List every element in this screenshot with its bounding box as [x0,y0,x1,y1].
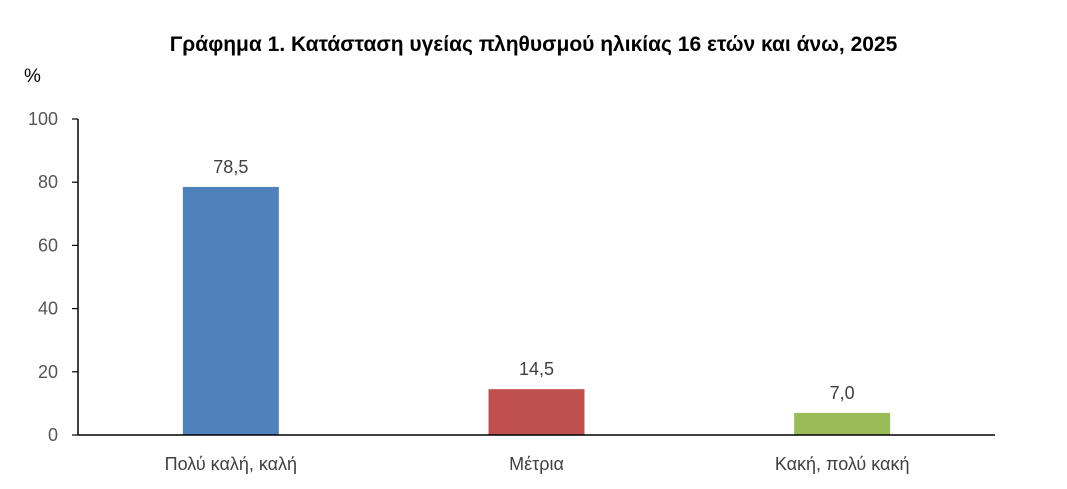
y-tick-label: 0 [48,425,58,445]
data-label: 7,0 [830,383,855,403]
bars [182,186,891,435]
data-labels: 78,5 14,5 7,0 [213,157,854,403]
y-tick-label: 60 [38,235,58,255]
bar [794,412,891,435]
x-category-label: Μέτρια [509,454,564,474]
chart-title: Γράφημα 1. Κατάσταση υγείας πληθυσμού ηλ… [169,33,898,56]
x-category-label: Πολύ καλή, καλή [165,454,297,474]
y-tick-label: 40 [38,299,58,319]
data-label: 14,5 [519,359,554,379]
data-label: 78,5 [213,157,248,177]
y-tick-label: 100 [28,109,58,129]
bar [182,186,279,435]
bar [488,389,585,435]
y-axis-ticks: 0 20 40 60 80 100 [28,109,78,445]
x-category-label: Κακή, πολύ κακή [775,454,910,474]
y-tick-label: 80 [38,172,58,192]
y-axis-unit-label: % [24,66,41,87]
x-axis-categories: Πολύ καλή, καλή Μέτρια Κακή, πολύ κακή [165,454,910,474]
y-tick-label: 20 [38,362,58,382]
